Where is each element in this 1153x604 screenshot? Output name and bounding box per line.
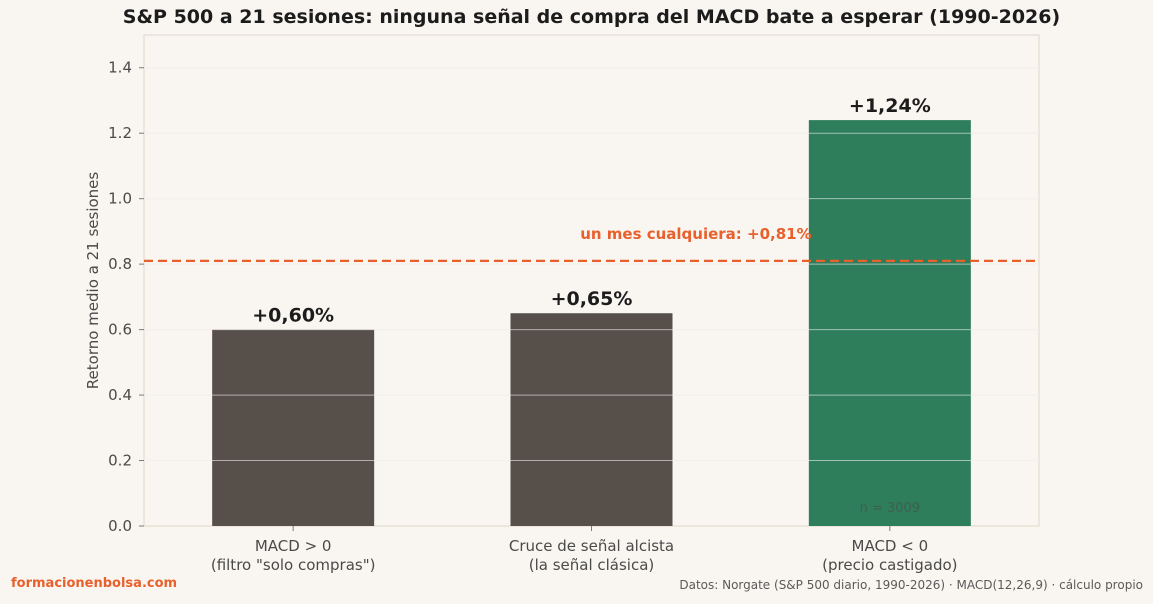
y-tick-label: 0.6 — [108, 321, 132, 339]
y-tick-label: 0.8 — [108, 255, 132, 273]
x-tick-label: Cruce de señal alcista — [509, 537, 674, 555]
y-axis-label: Retorno medio a 21 sesiones — [84, 172, 102, 390]
y-tick-label: 0.4 — [108, 386, 132, 404]
x-tick-label: (precio castigado) — [822, 556, 957, 574]
y-tick-label: 0.2 — [108, 452, 132, 470]
bar — [212, 329, 375, 526]
data-label: +0,65% — [551, 288, 633, 310]
y-tick-label: 0.0 — [108, 517, 132, 535]
reference-line-label: un mes cualquiera: +0,81% — [580, 225, 811, 243]
sample-size-annotation: n = 3009 — [860, 501, 920, 516]
x-tick-label: (filtro "solo compras") — [211, 556, 376, 574]
y-tick-label: 1.4 — [108, 59, 132, 77]
brand-label: formacionenbolsa.com — [11, 576, 178, 591]
y-tick-label: 1.0 — [108, 190, 132, 208]
x-tick-label: MACD > 0 — [255, 537, 332, 555]
y-tick-label: 1.2 — [108, 124, 132, 142]
chart-title: S&P 500 a 21 sesiones: ninguna señal de … — [122, 6, 1061, 28]
x-tick-label: (la señal clásica) — [529, 556, 655, 574]
x-tick-label: MACD < 0 — [852, 537, 929, 555]
data-label: +1,24% — [849, 95, 931, 117]
bar — [808, 120, 971, 527]
bar — [510, 313, 673, 526]
source-note: Datos: Norgate (S&P 500 diario, 1990-202… — [679, 578, 1143, 592]
data-label: +0,60% — [252, 305, 334, 327]
